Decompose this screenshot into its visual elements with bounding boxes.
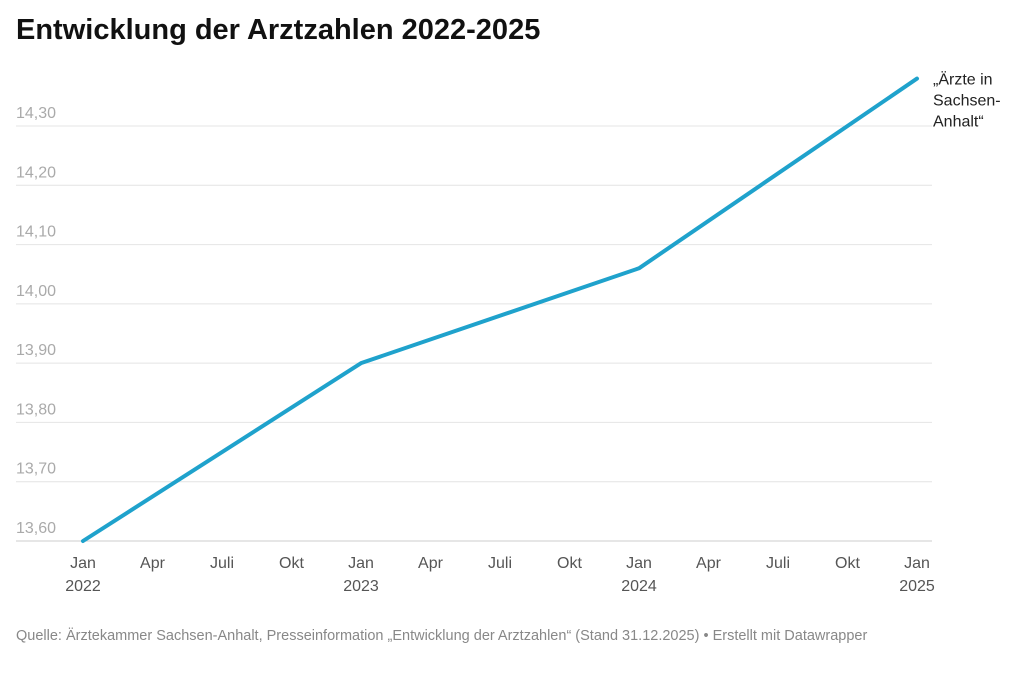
x-tick-label: Juli <box>766 555 790 572</box>
x-tick-year: 2022 <box>65 578 101 595</box>
x-tick-label: Apr <box>140 555 166 572</box>
x-tick-label: Jan <box>348 555 374 572</box>
x-tick-label: Juli <box>488 555 512 572</box>
x-tick-label: Jan <box>626 555 652 572</box>
x-tick-label: Okt <box>557 555 582 572</box>
y-tick-label: 13,60 <box>16 520 56 537</box>
x-tick-year: 2023 <box>343 578 379 595</box>
chart-title: Entwicklung der Arztzahlen 2022-2025 <box>16 14 541 46</box>
y-tick-label: 14,30 <box>16 105 56 122</box>
series-line <box>81 76 919 543</box>
x-tick-label: Juli <box>210 555 234 572</box>
y-tick-label: 14,00 <box>16 283 56 300</box>
y-tick-label: 13,80 <box>16 401 56 418</box>
y-tick-label: 13,90 <box>16 342 56 359</box>
series-label: Anhalt“ <box>933 114 984 131</box>
x-tick-year: 2024 <box>621 578 657 595</box>
x-tick-label: Okt <box>279 555 304 572</box>
x-tick-year: 2025 <box>899 578 935 595</box>
x-tick-label: Apr <box>696 555 722 572</box>
series-label: „Ärzte in <box>933 71 993 89</box>
y-tick-label: 14,10 <box>16 224 56 241</box>
x-tick-label: Jan <box>904 555 930 572</box>
series-label: Sachsen- <box>933 93 1001 110</box>
y-tick-label: 14,20 <box>16 164 56 181</box>
y-tick-label: 13,70 <box>16 461 56 478</box>
source-note: Quelle: Ärztekammer Sachsen-Anhalt, Pres… <box>16 628 868 644</box>
x-tick-label: Okt <box>835 555 860 572</box>
x-tick-label: Apr <box>418 555 444 572</box>
x-tick-label: Jan <box>70 555 96 572</box>
